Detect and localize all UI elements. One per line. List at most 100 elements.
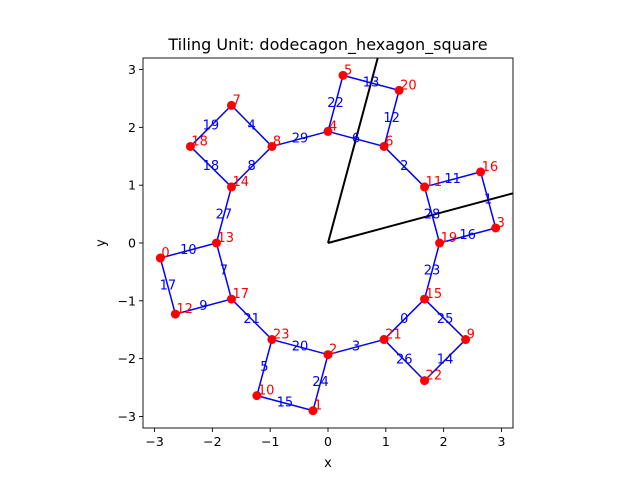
vertex-label-7: 7 (232, 93, 240, 108)
edge-label-20: 20 (292, 340, 309, 355)
edge-label-0: 0 (400, 312, 408, 327)
edge-15 (256, 394, 314, 412)
vertex-label-16: 16 (482, 160, 499, 175)
vertex-2 (323, 350, 333, 360)
vertex-label-6: 6 (385, 134, 393, 149)
edge-label-27: 27 (216, 207, 233, 222)
edge-label-22: 22 (327, 96, 344, 111)
vertex-8 (267, 141, 277, 151)
vertex-5 (338, 70, 348, 80)
vertex-20 (394, 85, 404, 95)
vertex-label-15: 15 (426, 287, 443, 302)
edge-19 (189, 104, 232, 147)
vertex-label-10: 10 (258, 384, 275, 399)
edge-12 (383, 90, 400, 147)
edge-6 (327, 130, 385, 148)
vertex-label-17: 17 (232, 287, 249, 302)
vertex-label-11: 11 (426, 175, 443, 190)
vertex-18 (185, 141, 195, 151)
vertex-label-12: 12 (176, 302, 193, 317)
edge-label-6: 6 (352, 131, 360, 146)
lattice-vectors (327, 58, 513, 244)
edge-3 (327, 338, 385, 356)
edge-label-13: 13 (363, 75, 380, 90)
edge-label-5: 5 (260, 360, 268, 375)
edge-label-17: 17 (160, 279, 177, 294)
vertex-22 (420, 376, 430, 386)
vertex-label-19: 19 (441, 231, 458, 246)
edge-label-19: 19 (203, 118, 220, 133)
edge-2 (383, 145, 426, 188)
edge-label-14: 14 (437, 353, 454, 368)
vertex-3 (491, 223, 501, 233)
edge-label-11: 11 (444, 172, 461, 187)
vertex-label-13: 13 (217, 231, 234, 246)
edge-0 (383, 298, 426, 341)
x-axis-ticks: −3 −2 −1 0 1 2 3 (145, 428, 505, 449)
y-tick-label: −2 (118, 351, 136, 366)
y-tick-label: 0 (128, 236, 136, 251)
edge-17 (159, 257, 177, 315)
edge-7 (215, 242, 233, 300)
vertex-6 (379, 141, 389, 151)
vertex-label-1: 1 (314, 399, 322, 414)
chart-title: Tiling Unit: dodecagon_hexagon_square (167, 35, 487, 55)
x-tick-label: 1 (382, 434, 390, 449)
vertex-1 (308, 406, 318, 416)
edge-label-3: 3 (352, 340, 360, 355)
edge-28 (423, 186, 441, 244)
edge-label-28: 28 (424, 207, 441, 222)
vertex-label-22: 22 (426, 369, 443, 384)
edge-11 (424, 171, 481, 188)
edge-label-8: 8 (248, 159, 256, 174)
vertices (155, 70, 501, 416)
edge-label-16: 16 (459, 228, 476, 243)
y-axis-label: y (94, 239, 109, 247)
edge-4 (230, 104, 273, 147)
vertex-label-21: 21 (385, 328, 402, 343)
vertex-10 (252, 391, 262, 401)
vertex-16 (476, 167, 486, 177)
x-tick-label: −2 (203, 434, 221, 449)
edge-10 (160, 242, 217, 259)
edge-27 (215, 186, 233, 244)
edge-16 (439, 227, 496, 244)
vertex-label-20: 20 (400, 78, 417, 93)
edge-label-2: 2 (400, 159, 408, 174)
edge-5 (256, 339, 273, 396)
edge-label-23: 23 (424, 264, 441, 279)
edge-26 (383, 339, 426, 382)
vertex-label-18: 18 (191, 134, 208, 149)
y-tick-label: 1 (128, 178, 136, 193)
edge-label-25: 25 (437, 312, 454, 327)
edge-labels: 0123456789101112131415161718192021222324… (160, 75, 493, 410)
vertex-label-0: 0 (161, 246, 169, 261)
x-axis-label: x (324, 456, 332, 471)
edge-23 (423, 242, 441, 300)
vertex-0 (155, 253, 165, 263)
vertex-15 (420, 294, 430, 304)
lattice-vector-2 (327, 58, 379, 244)
edge-label-12: 12 (383, 111, 400, 126)
edge-label-15: 15 (277, 396, 294, 411)
x-tick-label: 3 (497, 434, 505, 449)
edge-label-21: 21 (243, 312, 260, 327)
vertex-label-23: 23 (273, 328, 290, 343)
vertex-label-9: 9 (467, 328, 475, 343)
vertex-23 (267, 335, 277, 345)
edge-label-9: 9 (199, 299, 207, 314)
edge-25 (424, 298, 467, 341)
edges (159, 74, 497, 412)
y-axis-ticks: −3 −2 −1 0 1 2 3 (118, 62, 143, 424)
x-tick-label: −1 (261, 434, 279, 449)
y-tick-label: −3 (118, 409, 136, 424)
vertex-label-3: 3 (497, 216, 505, 231)
vertex-19 (435, 238, 445, 248)
edge-label-24: 24 (312, 375, 329, 390)
edge-8 (230, 145, 273, 188)
edge-22 (327, 75, 344, 132)
